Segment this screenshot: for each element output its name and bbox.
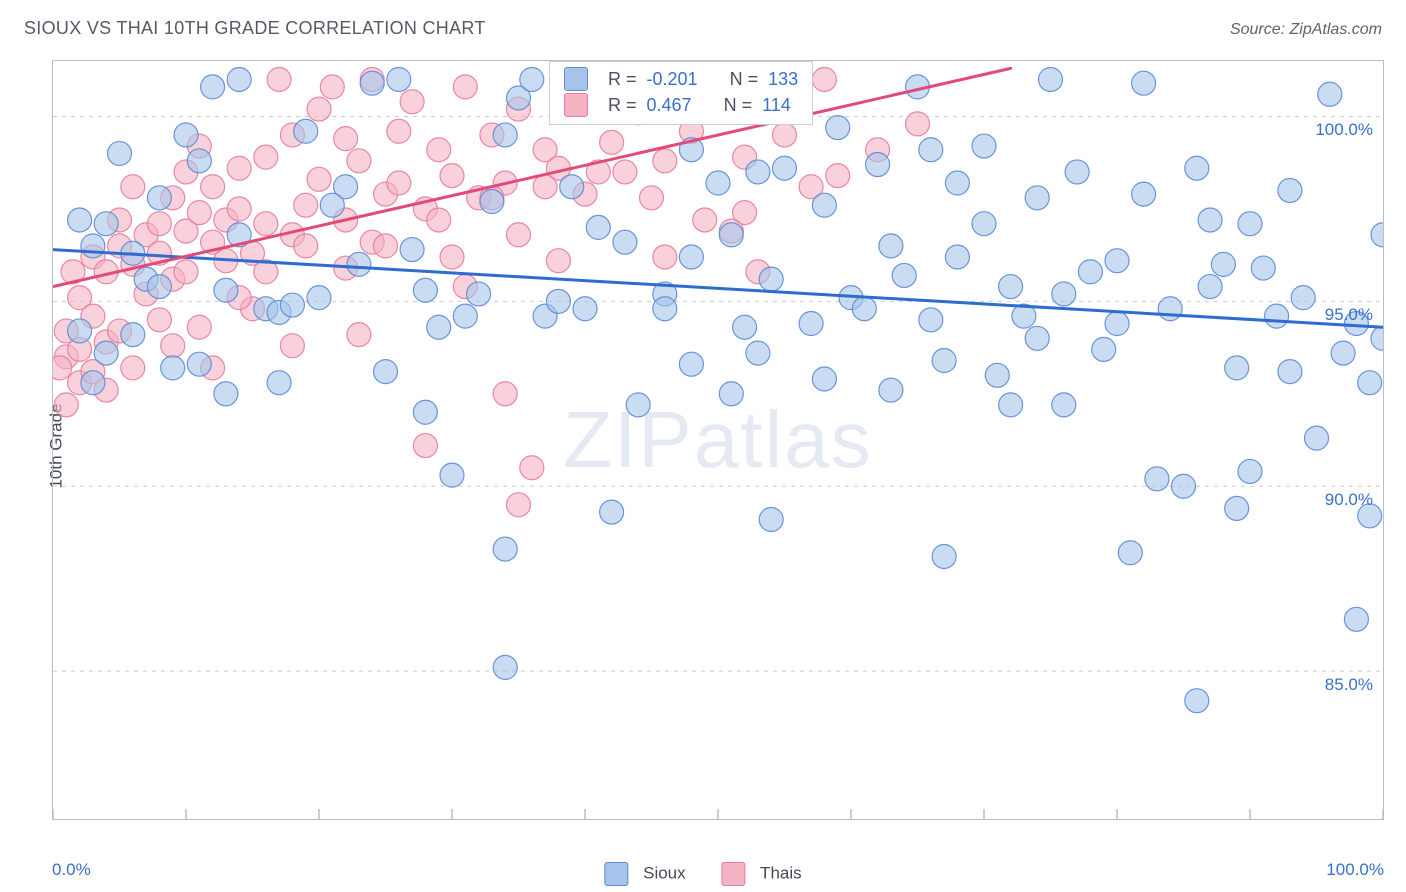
legend-item-sioux: Sioux — [604, 862, 685, 886]
chart-title: SIOUX VS THAI 10TH GRADE CORRELATION CHA… — [24, 18, 486, 39]
stats-row-sioux: R = -0.201 N = 133 — [564, 66, 798, 92]
legend-swatch-sioux — [604, 862, 628, 886]
y-tick-label: 95.0% — [1325, 305, 1373, 325]
correlation-stats-box: R = -0.201 N = 133 R = 0.467 N = 114 — [549, 61, 813, 125]
y-tick-label: 85.0% — [1325, 675, 1373, 695]
legend-item-thais: Thais — [722, 862, 802, 886]
chart-plot-area: ZIPatlas R = -0.201 N = 133 R = 0.467 N … — [52, 60, 1384, 820]
stats-swatch-thais — [564, 93, 588, 117]
legend: Sioux Thais — [604, 862, 801, 886]
stats-swatch-sioux — [564, 67, 588, 91]
chart-svg — [53, 61, 1383, 819]
y-tick-label: 100.0% — [1315, 120, 1373, 140]
stats-row-thais: R = 0.467 N = 114 — [564, 92, 798, 118]
chart-header: SIOUX VS THAI 10TH GRADE CORRELATION CHA… — [24, 18, 1382, 39]
chart-source: Source: ZipAtlas.com — [1230, 21, 1382, 39]
legend-swatch-thais — [722, 862, 746, 886]
x-axis-min-label: 0.0% — [52, 860, 91, 880]
y-tick-label: 90.0% — [1325, 490, 1373, 510]
x-axis-max-label: 100.0% — [1326, 860, 1384, 880]
